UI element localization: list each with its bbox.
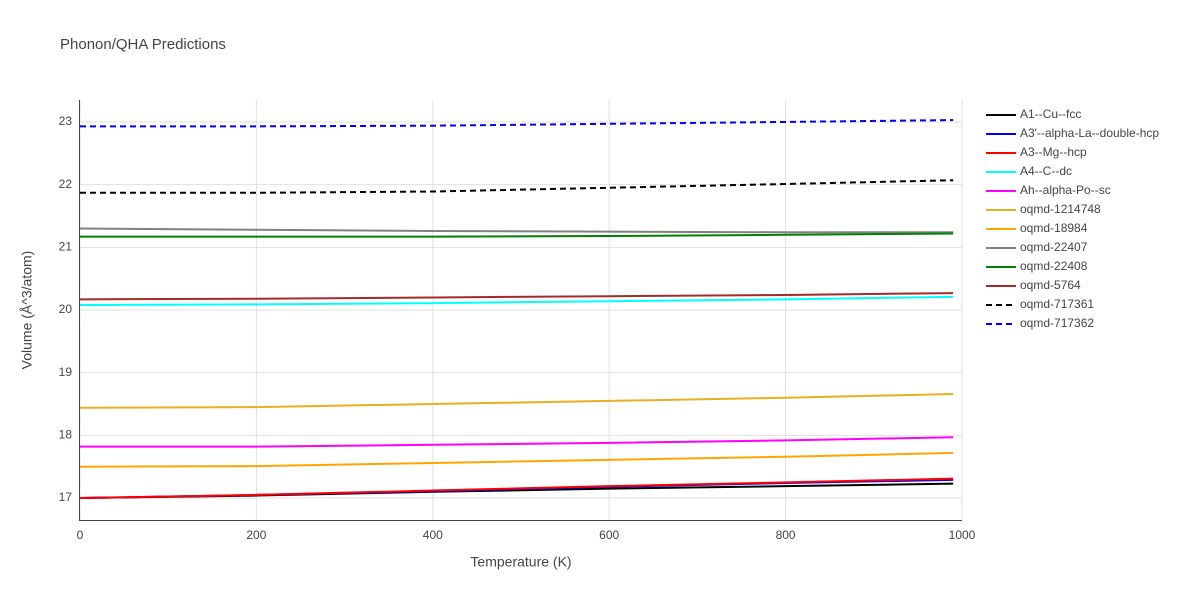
grid: [79, 100, 963, 520]
legend-label: oqmd-717362: [1020, 316, 1094, 330]
y-tick-label: 17: [59, 490, 73, 504]
x-tick-label: 200: [246, 528, 266, 542]
y-tick-label: 19: [59, 365, 73, 379]
lines: [79, 119, 954, 500]
x-axis-label: Temperature (K): [470, 554, 571, 570]
chart-title: Phonon/QHA Predictions: [60, 36, 226, 53]
series-line: [79, 393, 954, 409]
x-tick-label: 0: [77, 528, 84, 542]
y-axis-label: Volume (Å^3/atom): [19, 251, 35, 370]
legend-label: A3--Mg--hcp: [1020, 145, 1087, 159]
legend-label: oqmd-1214748: [1020, 202, 1101, 216]
y-tick-label: 18: [59, 428, 73, 442]
legend-label: A4--C--dc: [1020, 164, 1072, 178]
x-tick-label: 400: [423, 528, 443, 542]
series-line: [79, 292, 954, 301]
legend-label: oqmd-22407: [1020, 240, 1088, 254]
series-line: [80, 232, 954, 238]
legend: A1--Cu--fcc A3'--alpha-La--double-hcp A3--…: [986, 107, 1159, 330]
legend-label: oqmd-18984: [1020, 221, 1088, 235]
x-tick-label: 600: [599, 528, 619, 542]
legend-label: A1--Cu--fcc: [1020, 107, 1081, 121]
series-line: [79, 227, 954, 234]
y-tick-label: 22: [59, 177, 73, 191]
x-tick-label: 800: [776, 528, 796, 542]
series-line: [80, 436, 954, 448]
series-line: [80, 179, 954, 194]
series-line: [79, 295, 954, 306]
y-tick-label: 23: [59, 114, 73, 128]
series-line: [80, 119, 954, 128]
legend-label: oqmd-717361: [1020, 297, 1094, 311]
legend-label: A3'--alpha-La--double-hcp: [1020, 126, 1159, 140]
legend-label: oqmd-5764: [1020, 278, 1081, 292]
legend-label: Ah--alpha-Po--sc: [1020, 183, 1111, 197]
series-line: [79, 477, 954, 500]
x-tick-label: 1000: [949, 528, 976, 542]
series-line: [79, 451, 954, 468]
y-tick-label: 21: [59, 239, 73, 253]
legend-label: oqmd-22408: [1020, 259, 1088, 273]
y-tick-label: 20: [59, 302, 73, 316]
